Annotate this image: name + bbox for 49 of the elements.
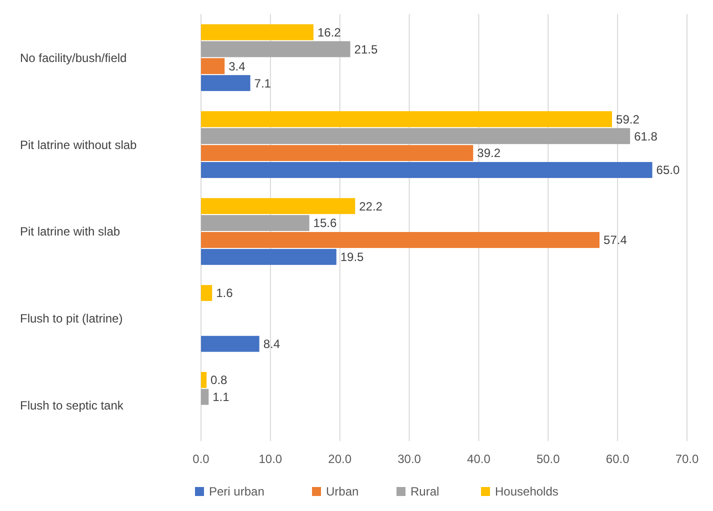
data-label: 19.5 — [340, 250, 364, 264]
data-label: 15.6 — [313, 216, 337, 230]
bar — [201, 41, 350, 58]
data-label: 3.4 — [228, 59, 246, 74]
data-label: 7.1 — [254, 76, 272, 90]
y-tick-label: Pit latrine without slab — [20, 138, 138, 152]
data-label: 22.2 — [359, 199, 383, 214]
x-tick-label: 20.0 — [328, 452, 352, 466]
bar — [201, 111, 612, 128]
x-tick-label: 50.0 — [536, 452, 560, 466]
bar — [201, 198, 356, 214]
bar — [201, 215, 310, 231]
data-label: 61.8 — [634, 129, 658, 144]
data-label: 57.4 — [604, 233, 628, 248]
x-tick-label: 40.0 — [467, 452, 491, 466]
legend-label: Rural — [410, 484, 440, 499]
bar — [201, 145, 474, 162]
data-label: 59.2 — [616, 112, 640, 126]
bar — [201, 372, 207, 388]
y-tick-label: No facility/bush/field — [20, 50, 127, 65]
data-label: 65.0 — [656, 163, 680, 178]
data-label: 8.4 — [263, 337, 280, 352]
legend-label: Urban — [326, 484, 359, 499]
bar — [201, 128, 630, 144]
bar — [201, 285, 212, 301]
bar — [201, 336, 260, 352]
x-tick-label: 0.0 — [192, 452, 210, 466]
y-tick-label: Pit latrine with slab — [20, 224, 120, 239]
bar — [201, 58, 225, 74]
x-tick-label: 30.0 — [398, 452, 422, 466]
x-tick-label: 10.0 — [258, 452, 282, 466]
x-tick-label: 60.0 — [606, 452, 630, 466]
data-label: 39.2 — [477, 146, 501, 160]
bar — [201, 162, 652, 178]
y-tick-label: Flush to septic tank — [20, 398, 124, 413]
bar — [201, 75, 250, 92]
data-label: 1.1 — [212, 390, 230, 404]
bar — [201, 388, 209, 405]
data-label: 21.5 — [354, 42, 378, 56]
x-tick-label: 70.0 — [675, 452, 699, 466]
data-label: 16.2 — [317, 25, 342, 40]
bar — [201, 248, 336, 265]
legend-label: Households — [495, 484, 558, 499]
bar — [201, 24, 314, 40]
y-tick-label: Flush to pit (latrine) — [20, 312, 123, 326]
legend-label: Peri urban — [209, 484, 264, 499]
bar — [201, 232, 600, 248]
data-label: 0.8 — [210, 373, 228, 388]
data-label: 1.6 — [216, 286, 234, 300]
